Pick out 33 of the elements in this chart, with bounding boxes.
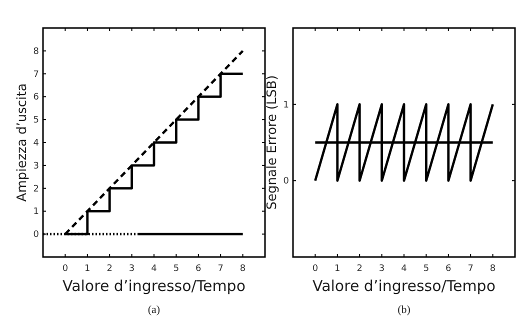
x-tick-label: 1 bbox=[334, 264, 340, 274]
x-tick-label: 8 bbox=[490, 264, 496, 274]
x-tick-label: 1 bbox=[84, 264, 90, 274]
y-tick-label: 3 bbox=[33, 161, 39, 172]
y-tick-label: 6 bbox=[33, 92, 40, 103]
x-tick-label: 6 bbox=[446, 264, 452, 274]
x-tick-label: 2 bbox=[106, 264, 112, 274]
y-axis-title: Ampiezza d’uscita bbox=[15, 83, 30, 202]
text: (b) bbox=[398, 304, 411, 316]
x-tick-label: 4 bbox=[151, 264, 158, 274]
x-tick-label: 3 bbox=[128, 264, 135, 274]
x-tick-label: 2 bbox=[356, 264, 362, 274]
x-tick-label: 7 bbox=[468, 264, 474, 274]
y-tick-label: 2 bbox=[33, 184, 39, 194]
x-tick-label: 5 bbox=[173, 264, 180, 274]
x-tick-label: 0 bbox=[62, 264, 68, 274]
text: (a) bbox=[148, 304, 160, 316]
x-tick-label: 6 bbox=[196, 264, 202, 274]
y-tick-label: 7 bbox=[33, 70, 39, 80]
y-axis-title: Segnale Errore (LSB) bbox=[265, 75, 280, 210]
y-tick-label: 0 bbox=[33, 230, 40, 240]
x-tick-label: 3 bbox=[378, 264, 385, 274]
y-tick-label: 4 bbox=[33, 138, 40, 148]
y-tick-label: 5 bbox=[33, 116, 39, 126]
y-tick-label: 8 bbox=[33, 46, 40, 57]
x-tick-label: 5 bbox=[423, 264, 430, 274]
x-axis-title: Valore d’ingresso/Tempo bbox=[312, 277, 496, 295]
x-tick-label: 7 bbox=[218, 264, 224, 274]
x-tick-label: 4 bbox=[401, 264, 408, 274]
y-tick-label: 1 bbox=[33, 207, 39, 218]
x-tick-label: 8 bbox=[240, 264, 246, 274]
x-axis-title: Valore d’ingresso/Tempo bbox=[62, 277, 246, 295]
x-tick-label: 0 bbox=[312, 264, 318, 274]
